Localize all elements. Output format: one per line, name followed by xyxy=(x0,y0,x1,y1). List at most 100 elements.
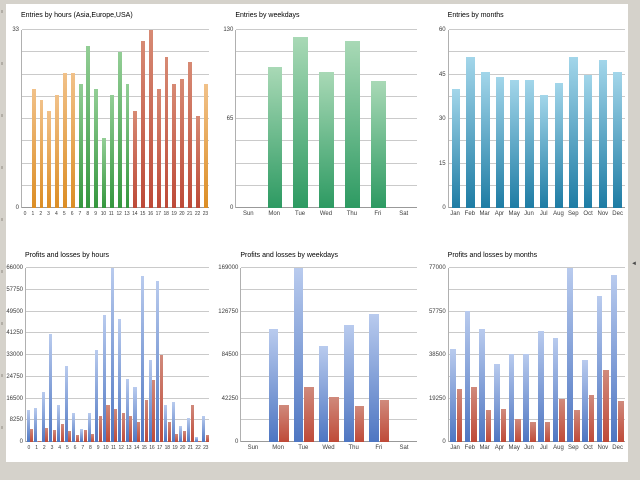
y-tick-label: 65 xyxy=(226,116,234,122)
x-tick-label: 11 xyxy=(111,445,116,451)
chart-entries-by-weekdays: Entries by weekdays 130 65 0 Sun Mon Tue Wed T… xyxy=(213,4,420,244)
bar-slot xyxy=(522,30,537,208)
y-tick-label: 30 xyxy=(438,116,446,122)
x-tick-label: Sun xyxy=(242,211,254,217)
bar xyxy=(110,268,114,442)
bar xyxy=(481,71,490,208)
bar-slot xyxy=(241,268,266,442)
plot-area: 33 0 xyxy=(12,27,210,211)
bar-slot xyxy=(30,30,38,208)
bar xyxy=(39,100,44,208)
gridline xyxy=(26,332,210,334)
gridline xyxy=(241,354,417,355)
gridline xyxy=(26,397,210,399)
bar-slot xyxy=(262,30,288,208)
bar-slot xyxy=(493,30,508,208)
x-tick-label: Jun xyxy=(524,211,534,217)
bar-slot xyxy=(266,268,291,442)
gridline xyxy=(448,419,625,421)
bar-slot xyxy=(79,268,87,442)
plot-area: 66000 57750 49500 41250 33000 24750 16500 8250 0 xyxy=(6,265,210,445)
bar xyxy=(582,359,588,442)
x-tick-label: Sat xyxy=(399,211,409,217)
bar xyxy=(456,388,463,442)
bar xyxy=(156,89,161,208)
x-tick-label: 23 xyxy=(202,211,208,217)
x-tick-label: 15 xyxy=(139,211,146,217)
y-tick-label: 42250 xyxy=(221,395,239,402)
gridline xyxy=(22,95,210,97)
chart-title: Entries by months xyxy=(447,12,504,19)
bar xyxy=(182,431,186,442)
gridline xyxy=(448,95,625,97)
bar xyxy=(596,296,603,442)
gridline xyxy=(22,29,210,30)
chart-profits-losses-by-weekdays: Profits and losses by weekdays 169000 126… xyxy=(213,244,420,462)
gridline xyxy=(448,375,625,377)
bar xyxy=(304,387,314,442)
gridline xyxy=(448,397,625,399)
bar-slot xyxy=(125,268,133,442)
x-tick-label: Wed xyxy=(322,445,335,451)
bar xyxy=(64,365,68,442)
bar xyxy=(471,386,477,442)
bar-slot xyxy=(41,268,49,442)
gridline xyxy=(448,162,625,164)
bar-slot xyxy=(288,30,314,208)
bar-slot xyxy=(178,30,186,208)
bar xyxy=(203,83,208,208)
bar-slot xyxy=(551,30,566,208)
x-tick-label: Wed xyxy=(319,211,333,217)
x-axis-labels: Sun Mon Tue Wed Thu Fri Sat xyxy=(240,445,416,451)
x-tick-label: Mon xyxy=(272,445,284,451)
x-axis-labels: 0 1 2 3 4 5 6 7 8 9 10 11 12 13 14 15 16 17 18 19 20 21 22 23 xyxy=(21,211,209,217)
bar xyxy=(159,355,163,442)
x-tick-label: May xyxy=(508,445,520,451)
x-tick-label: 4 xyxy=(55,211,58,217)
y-tick-label: 126750 xyxy=(218,308,239,315)
charts-panel: Entries by hours (Asia,Europe,USA) 33 0 0… xyxy=(6,4,628,462)
bar-slot xyxy=(155,30,163,208)
gridline xyxy=(448,332,625,334)
bar xyxy=(156,281,160,442)
bar xyxy=(141,40,146,208)
gridline xyxy=(448,207,625,208)
bar xyxy=(148,360,152,442)
bar xyxy=(114,409,118,442)
bar-slot xyxy=(87,268,95,442)
gridline xyxy=(236,29,417,30)
bar-slot xyxy=(507,268,522,442)
bar-slot xyxy=(463,268,478,442)
bar xyxy=(98,415,102,442)
y-tick-label: 0 xyxy=(234,439,239,445)
gridline xyxy=(22,118,210,119)
bar-slot xyxy=(116,30,124,208)
bar-slot xyxy=(26,268,34,442)
bar xyxy=(268,328,279,442)
plot-area: 169000 126750 84500 42250 0 xyxy=(218,265,417,445)
gridline xyxy=(22,162,210,164)
x-tick-label: Apr xyxy=(494,211,505,217)
x-tick-label: 15 xyxy=(141,445,147,451)
gridline xyxy=(26,267,210,268)
bar xyxy=(172,83,177,208)
bar-slot xyxy=(64,268,72,442)
bar-slot xyxy=(367,268,392,442)
gridline xyxy=(448,441,625,442)
bar xyxy=(495,77,505,208)
bar-slot xyxy=(551,268,566,442)
x-tick-label: Mon xyxy=(268,211,281,217)
splitter-arrow-icon[interactable]: ◄ xyxy=(631,261,637,267)
x-tick-label: Feb xyxy=(464,445,475,451)
y-tick-label: 8250 xyxy=(9,417,23,424)
x-tick-label: May xyxy=(508,211,520,217)
x-tick-label: Jul xyxy=(539,211,548,217)
bar-slot xyxy=(49,268,57,442)
bar xyxy=(318,346,329,442)
bar xyxy=(125,378,129,442)
bar-slot xyxy=(156,268,164,442)
bar-slot xyxy=(365,30,391,208)
bar xyxy=(370,80,386,208)
bar-slot xyxy=(194,268,202,442)
bar-slot xyxy=(449,268,464,442)
